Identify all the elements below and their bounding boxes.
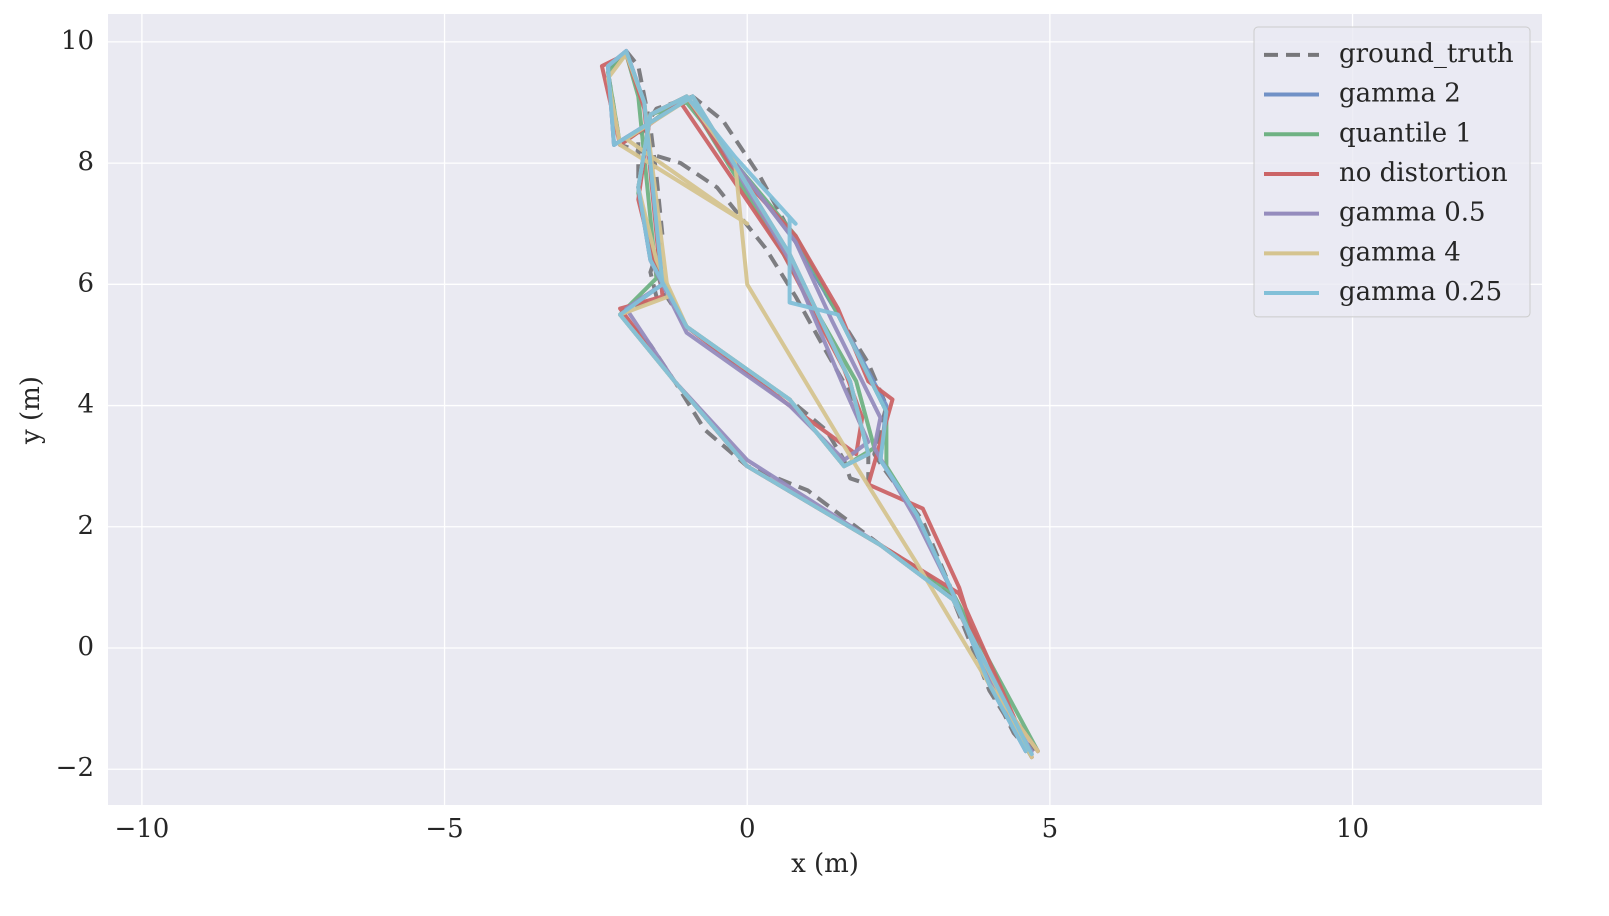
- legend-label: gamma 0.25: [1339, 277, 1502, 307]
- y-tick-label: 0: [77, 632, 94, 662]
- x-tick-label: 0: [739, 814, 756, 844]
- x-axis-label: x (m): [791, 849, 859, 879]
- legend-label: gamma 0.5: [1339, 198, 1486, 228]
- legend-label: ground_truth: [1339, 39, 1514, 69]
- trajectory-line: [606, 49, 1034, 757]
- legend-label: gamma 4: [1339, 237, 1461, 267]
- y-tick-label: 6: [77, 268, 94, 298]
- x-tick-label: 10: [1336, 814, 1369, 844]
- legend-label: gamma 2: [1339, 79, 1461, 109]
- y-tick-label: 4: [77, 390, 94, 420]
- x-tick-label: −10: [114, 814, 169, 844]
- legend-label: quantile 1: [1339, 118, 1472, 148]
- x-tick-label: 5: [1042, 814, 1059, 844]
- legend-box: [1253, 26, 1531, 318]
- x-tick-label: −5: [425, 814, 463, 844]
- y-tick-label: −2: [56, 753, 94, 783]
- y-tick-label: 8: [77, 147, 94, 177]
- legend-label: no distortion: [1339, 158, 1508, 188]
- y-tick-label: 2: [77, 511, 94, 541]
- y-axis-label: y (m): [16, 376, 46, 445]
- y-tick-label: 10: [61, 26, 94, 56]
